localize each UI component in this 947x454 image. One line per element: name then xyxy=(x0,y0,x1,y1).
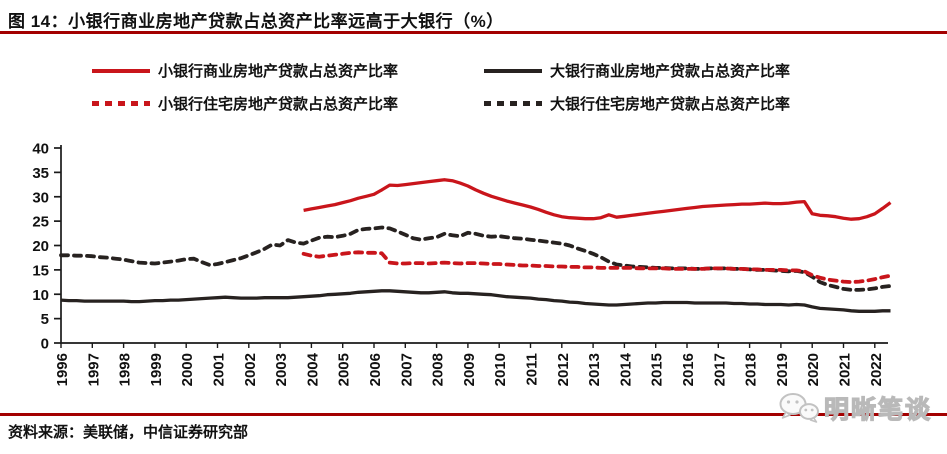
watermark: 明晰笔谈 xyxy=(778,390,932,426)
figure-title: 图 14：小银行商业房地产贷款占总资产比率远高于大银行（%） xyxy=(8,12,504,31)
svg-text:5: 5 xyxy=(41,311,49,328)
svg-text:2016: 2016 xyxy=(680,353,697,386)
svg-text:25: 25 xyxy=(32,214,49,231)
legend-item-large-bank-commercial: 大银行商业房地产贷款占总资产比率 xyxy=(484,60,790,81)
legend-item-large-bank-residential: 大银行住宅房地产贷款占总资产比率 xyxy=(484,93,790,114)
svg-text:1997: 1997 xyxy=(85,353,102,386)
svg-text:30: 30 xyxy=(32,189,49,206)
svg-text:2021: 2021 xyxy=(837,353,854,386)
svg-text:2004: 2004 xyxy=(304,352,321,386)
svg-text:2005: 2005 xyxy=(336,353,353,386)
legend-line-black-dashed-icon xyxy=(484,101,542,106)
source-rule xyxy=(0,413,947,416)
svg-text:1999: 1999 xyxy=(148,353,165,386)
legend-line-red-solid-icon xyxy=(92,68,150,73)
svg-text:40: 40 xyxy=(32,141,49,158)
svg-text:2006: 2006 xyxy=(367,353,384,386)
svg-text:15: 15 xyxy=(32,262,49,279)
watermark-text: 明晰笔谈 xyxy=(823,395,933,424)
svg-text:2020: 2020 xyxy=(805,353,822,386)
legend-label: 小银行住宅房地产贷款占总资产比率 xyxy=(158,96,399,113)
source-note: 资料来源：美联储，中信证券研究部 xyxy=(8,424,249,441)
svg-text:2014: 2014 xyxy=(617,352,634,386)
svg-text:1996: 1996 xyxy=(54,353,71,386)
svg-text:20: 20 xyxy=(32,238,49,255)
legend-label: 大银行商业房地产贷款占总资产比率 xyxy=(550,63,791,80)
legend-line-black-solid-icon xyxy=(484,68,542,73)
svg-text:2003: 2003 xyxy=(273,353,290,386)
svg-text:2007: 2007 xyxy=(398,353,415,386)
wechat-icon xyxy=(779,393,819,423)
svg-text:2001: 2001 xyxy=(211,353,228,386)
legend-label: 小银行商业房地产贷款占总资产比率 xyxy=(158,63,399,80)
svg-text:10: 10 xyxy=(32,287,49,304)
legend-item-small-bank-commercial: 小银行商业房地产贷款占总资产比率 xyxy=(92,60,484,81)
svg-text:2017: 2017 xyxy=(711,353,728,386)
svg-text:2009: 2009 xyxy=(461,353,478,386)
svg-text:2022: 2022 xyxy=(868,353,885,386)
legend-item-small-bank-residential: 小银行住宅房地产贷款占总资产比率 xyxy=(92,93,484,114)
svg-text:2002: 2002 xyxy=(242,353,259,386)
legend-label: 大银行住宅房地产贷款占总资产比率 xyxy=(550,96,791,113)
svg-text:1998: 1998 xyxy=(117,353,134,386)
svg-text:2019: 2019 xyxy=(774,353,791,386)
svg-text:2010: 2010 xyxy=(492,353,509,386)
svg-text:2011: 2011 xyxy=(524,353,541,386)
svg-text:2012: 2012 xyxy=(555,353,572,386)
svg-text:2018: 2018 xyxy=(743,353,760,386)
svg-text:2000: 2000 xyxy=(179,353,196,386)
legend-line-red-dashed-icon xyxy=(92,101,150,106)
svg-text:2015: 2015 xyxy=(649,353,666,386)
svg-text:35: 35 xyxy=(32,165,49,182)
chart-legend: 小银行商业房地产贷款占总资产比率 大银行商业房地产贷款占总资产比率 小银行住宅房… xyxy=(92,60,790,114)
svg-text:0: 0 xyxy=(41,336,49,353)
svg-text:2008: 2008 xyxy=(430,353,447,386)
svg-text:2013: 2013 xyxy=(586,353,603,386)
title-rule xyxy=(0,31,947,34)
